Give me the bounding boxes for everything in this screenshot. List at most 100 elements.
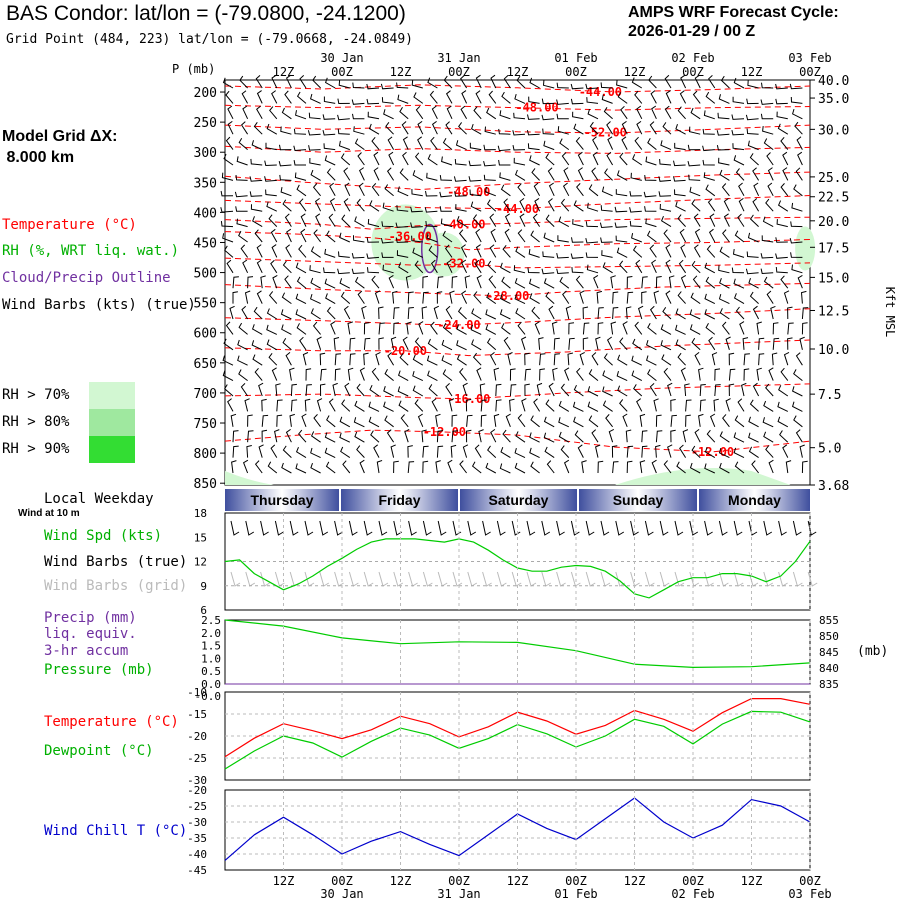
- wind-barb-736: [629, 207, 642, 213]
- wind-barb-825: [680, 367, 687, 381]
- wind-barb-977: [770, 305, 776, 320]
- wind-barb-714: [619, 260, 628, 274]
- wind-barb-648: [577, 444, 584, 458]
- wind-barb-311: [393, 460, 399, 474]
- wind-barb-491: [490, 428, 497, 443]
- wind-barb-729: [634, 90, 643, 104]
- wind-barb-32: [235, 174, 248, 181]
- wind-barb-188: [326, 168, 336, 181]
- wind-barb-574: [541, 114, 555, 121]
- wind-barb-783: [662, 122, 672, 135]
- wind-barb-847: [689, 309, 701, 320]
- wind-barb-220: [337, 268, 350, 275]
- wind-barb-83: [264, 160, 277, 167]
- top-hour-label-0: 12Z: [273, 65, 295, 79]
- wind-barb-94: [266, 324, 278, 335]
- wind-barb-268: [369, 200, 380, 212]
- wind-barb-461: [476, 367, 482, 381]
- wind-barb-546: [529, 77, 540, 89]
- wind-barb-92: [268, 291, 278, 304]
- wind-barb-1026: [791, 264, 803, 274]
- wind-barb-553: [533, 182, 541, 197]
- wind-barb-813: [674, 189, 686, 197]
- wind-barb-392: [446, 105, 453, 120]
- wind-barb-446: [469, 142, 482, 151]
- wind-barb-784: [660, 140, 672, 151]
- true-barb-28: [644, 520, 654, 536]
- wind-barb-267: [371, 183, 380, 197]
- wind-barb-985: [763, 431, 774, 443]
- wind-barb-755: [650, 90, 657, 104]
- wind-barb-222: [340, 291, 351, 304]
- wind-barb-594: [543, 416, 555, 428]
- wind-barb-890: [719, 169, 730, 181]
- wind-barb-568: [530, 415, 540, 428]
- wind-barb-709: [615, 189, 628, 197]
- wind-barb-453: [475, 244, 482, 258]
- true-barb-34: [733, 520, 743, 536]
- wind-barb-281: [368, 401, 380, 412]
- wind-barb-704: [620, 105, 628, 120]
- kft-tick-1: 35.0: [818, 92, 849, 107]
- kft-tick-6: 17.5: [818, 241, 849, 256]
- wind-barb-698: [605, 414, 613, 428]
- wind-barb-296: [380, 237, 394, 244]
- wind-barb-369: [427, 153, 438, 166]
- wind-barb-703: [617, 92, 628, 104]
- wind-barb-81: [266, 123, 278, 135]
- wind-barb-839: [689, 186, 701, 197]
- wind-barb-313: [397, 94, 409, 104]
- wind-barb-416: [460, 74, 468, 89]
- wind-barb-280: [369, 384, 380, 397]
- wind-barb-616: [567, 352, 574, 366]
- wind-barb-745: [632, 338, 643, 351]
- wind-barb-631: [576, 183, 584, 197]
- wind-barb-789: [660, 216, 672, 228]
- wind-barb-171: [310, 308, 321, 320]
- wind-barb-393: [445, 121, 453, 135]
- true-barb-21: [541, 520, 551, 536]
- wind-barb-476: [486, 199, 497, 212]
- grid-barb-39: [807, 571, 818, 587]
- wind-barb-776: [655, 414, 662, 427]
- wind-barb-346: [410, 206, 423, 213]
- wind-barb-480: [487, 260, 497, 274]
- wind-barb-923: [733, 278, 745, 289]
- wind-barb-391: [445, 90, 453, 104]
- wind-barb-514: [509, 384, 517, 397]
- wind-barb-920: [734, 230, 745, 243]
- wind-barb-787: [658, 191, 672, 197]
- wind-barb-289: [385, 122, 394, 135]
- true-barb-7: [334, 520, 343, 536]
- wind-barb-974: [760, 268, 774, 275]
- pressure-tick-200: 200: [194, 86, 217, 101]
- wind-barb-254: [356, 383, 365, 397]
- wind-barb-41: [241, 305, 249, 320]
- wind-barb-495: [501, 91, 511, 104]
- isotherm-12: [224, 383, 811, 400]
- pressure-tick-835: 835: [819, 678, 839, 691]
- wind-barb-493: [485, 462, 497, 474]
- wind-barb-136: [294, 172, 307, 181]
- wind-barb-258: [356, 445, 365, 458]
- top-date-label-0: 30 Jan: [320, 51, 363, 65]
- wind-barb-45: [238, 369, 248, 381]
- grid-barb-22: [556, 571, 566, 587]
- wind-barb-174: [319, 352, 326, 366]
- isotherm-label-11: -16.00: [447, 392, 490, 406]
- wind-barb-482: [486, 292, 497, 305]
- wind-barb-874: [705, 322, 716, 335]
- wind-barb-53: [256, 90, 263, 104]
- legend-rh90-label: RH > 90%: [2, 441, 70, 457]
- true-barb-22: [556, 520, 565, 536]
- isotherm-4: [224, 171, 811, 191]
- wind-barb-373: [425, 220, 438, 228]
- wind-barb-135: [293, 160, 306, 166]
- wind-barb-282: [368, 416, 380, 428]
- wind-barb-388: [436, 445, 444, 458]
- true-barb-5: [304, 520, 314, 536]
- wind-barb-744: [634, 321, 643, 335]
- wind-barb-403: [451, 276, 458, 289]
- wind-barb-75: [261, 429, 268, 443]
